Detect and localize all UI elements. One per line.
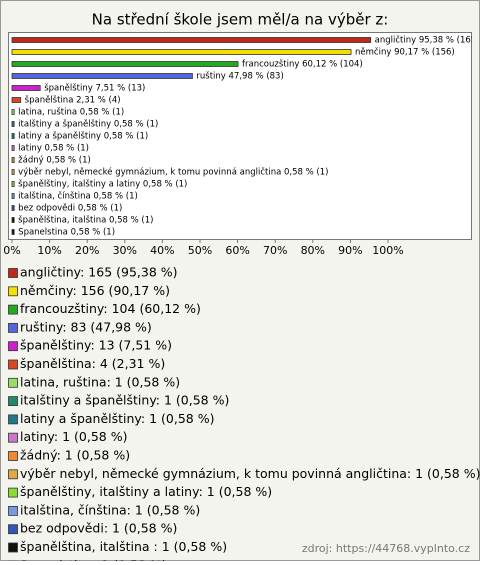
bar (11, 97, 22, 103)
x-tick-label: 60% (225, 244, 249, 257)
legend-swatch (8, 542, 18, 553)
bar (11, 205, 15, 211)
legend-swatch (8, 505, 18, 516)
legend-label: latina, ruština: 1 (0,58 %) (20, 374, 180, 389)
bar-label: angličtiny 95,38 % (165) (375, 35, 480, 46)
x-tick-label: 40% (150, 244, 174, 257)
bar (11, 121, 15, 127)
x-tick-label: 30% (113, 244, 137, 257)
bar-label: španělštiny 7,51 % (13) (44, 83, 145, 94)
x-tick-label: 80% (301, 244, 325, 257)
legend-label: Spanelstina: 1 (0,58 %) (20, 557, 167, 561)
legend-label: francouzštiny: 104 (60,12 %) (20, 301, 201, 316)
bar (11, 85, 41, 91)
legend-label: ruštiny: 83 (47,98 %) (20, 319, 152, 334)
chart-title: Na střední škole jsem měl/a na výběr z: (92, 11, 389, 29)
source: zdroj: https://44768.vyplnto.cz (302, 542, 470, 555)
legend-label: italština, čínština: 1 (0,58 %) (20, 502, 200, 517)
x-tick-label: 90% (338, 244, 362, 257)
bar-label: latiny 0,58 % (1) (18, 144, 89, 154)
bar-label: latina, ruština 0,58 % (1) (18, 107, 124, 118)
bar (11, 37, 372, 43)
x-tick-label: 50% (188, 244, 212, 257)
bar (11, 229, 15, 235)
legend-swatch (8, 322, 18, 333)
legend-swatch (8, 524, 18, 535)
x-tick-label: 70% (263, 244, 287, 257)
bar (11, 217, 15, 223)
bar-label: španělštiny, italštiny a latiny 0,58 % (… (18, 179, 187, 190)
legend-label: němčiny: 156 (90,17 %) (20, 283, 170, 298)
bar-label: němčiny 90,17 % (156) (355, 47, 455, 58)
legend-swatch (8, 341, 18, 352)
legend-label: bez odpovědi: 1 (0,58 %) (20, 521, 177, 536)
x-tick-label: 10% (37, 244, 61, 257)
bar-label: latiny a španělštiny 0,58 % (1) (18, 131, 148, 142)
legend-label: latiny: 1 (0,58 %) (20, 429, 127, 444)
legend-label: španělštiny, italštiny a latiny: 1 (0,58… (20, 484, 272, 499)
bar-label: žádný 0,58 % (1) (18, 156, 91, 166)
legend-label: žádný: 1 (0,58 %) (20, 448, 130, 463)
bar (11, 133, 15, 139)
legend-label: španělštiny: 13 (7,51 %) (20, 338, 172, 353)
legend-label: španělština, italština : 1 (0,58 %) (20, 539, 227, 554)
bar (11, 145, 15, 151)
bar-label: ruštiny 47,98 % (83) (196, 71, 283, 82)
legend-label: latiny a španělštiny: 1 (0,58 %) (20, 411, 214, 426)
legend-label: výběr nebyl, německé gymnázium, k tomu p… (20, 466, 480, 481)
legend-swatch (8, 432, 18, 443)
bar (11, 181, 15, 187)
bar (11, 109, 15, 115)
bar (11, 73, 193, 79)
legend-label: italštiny a španělštiny: 1 (0,58 %) (20, 393, 229, 408)
bar (11, 61, 239, 67)
legend-swatch (8, 396, 18, 407)
bar-label: španělština, italština 0,58 % (1) (18, 215, 153, 226)
bar (11, 49, 352, 55)
legend-swatch (8, 414, 18, 425)
bar-label: italštiny a španělštiny 0,58 % (1) (18, 119, 158, 130)
x-tick-label: 0% (3, 244, 20, 257)
legend-swatch (8, 377, 18, 388)
bar-label: francouzštiny 60,12 % (104) (242, 59, 363, 70)
plot-area (8, 32, 472, 240)
bar (11, 157, 15, 163)
bar (11, 169, 15, 175)
bar-label: výběr nebyl, německé gymnázium, k tomu p… (18, 167, 328, 178)
legend-label: španělština: 4 (2,31 %) (20, 356, 165, 371)
bar (11, 193, 15, 199)
bars: angličtiny 95,38 % (165)němčiny 90,17 % … (11, 35, 480, 238)
legend-swatch (8, 451, 18, 461)
legend-swatch (8, 304, 18, 315)
legend-swatch (8, 268, 18, 278)
legend-swatch (8, 469, 18, 480)
bar-label: bez odpovědi 0,58 % (1) (18, 204, 122, 214)
legend-swatch (8, 359, 18, 370)
legend-label: angličtiny: 165 (95,38 %) (20, 265, 178, 280)
bar-label: Spanelstina 0,58 % (1) (18, 228, 115, 238)
legend-swatch (8, 286, 18, 297)
bar-label: italština, čínština 0,58 % (1) (18, 191, 138, 202)
bar-label: španělština 2,31 % (4) (25, 95, 121, 106)
x-tick-label: 100% (372, 244, 403, 257)
x-tick-label: 20% (75, 244, 99, 257)
legend-swatch (8, 487, 18, 498)
